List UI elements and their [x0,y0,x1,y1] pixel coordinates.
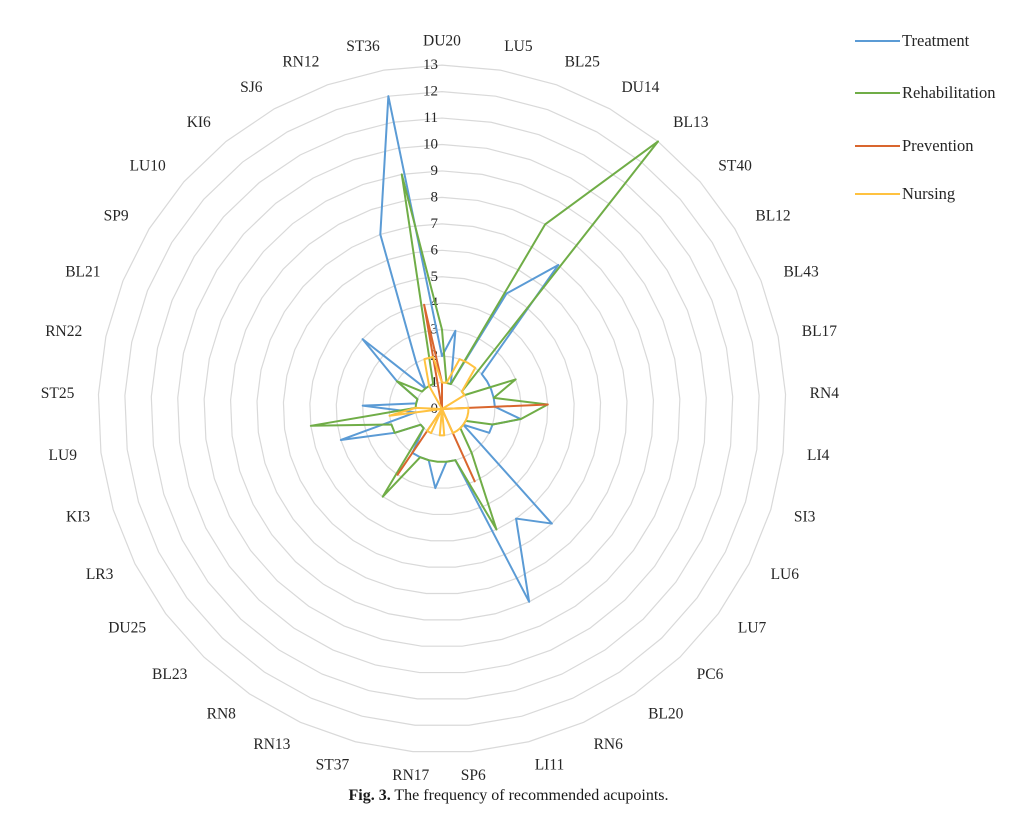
radial-tick-label: 5 [431,269,439,285]
legend-line-swatch [855,145,900,147]
radial-tick-label: 9 [431,163,439,179]
category-label-bl25: BL25 [565,54,601,71]
category-label-bl43: BL43 [783,263,819,280]
category-label-rn8: RN8 [207,705,237,722]
grid-ring [309,276,575,542]
series-polygon-rehabilitation [309,140,660,531]
legend-item-rehabilitation: Rehabilitation [855,83,996,102]
category-label-st40: ST40 [718,157,752,174]
legend-item-treatment: Treatment [855,31,970,50]
radial-tick-label: 8 [431,189,439,205]
category-label-rn6: RN6 [594,736,624,753]
grid-ring [97,64,787,753]
legend-item-nursing: Nursing [855,184,956,203]
category-label-bl20: BL20 [648,705,684,722]
category-label-du14: DU14 [621,79,659,96]
category-label-bl21: BL21 [65,263,100,280]
radial-tick-label: 2 [431,348,439,364]
radial-tick-label: 1 [431,375,439,391]
radial-tick-label: 10 [423,137,438,153]
category-label-ki3: KI3 [66,508,90,525]
category-label-rn4: RN4 [810,385,840,402]
series-polygon-nursing [388,355,477,437]
legend-line-swatch [855,40,900,42]
category-label-rn13: RN13 [253,736,290,753]
legend-label: Rehabilitation [902,83,996,102]
category-label-rn17: RN17 [392,767,429,784]
category-label-lu5: LU5 [504,38,533,55]
category-label-lu10: LU10 [130,157,166,174]
category-label-ki6: KI6 [187,114,211,131]
category-label-bl17: BL17 [802,323,838,340]
category-label-li11: LI11 [535,757,565,774]
category-label-lu6: LU6 [771,566,800,583]
category-label-lr3: LR3 [86,566,114,583]
legend-line-swatch [855,193,900,195]
category-label-st36: ST36 [346,38,380,55]
category-label-st25: ST25 [41,385,75,402]
caption-label: Fig. 3. [348,787,391,804]
radial-tick-label: 3 [431,322,439,338]
category-label-li4: LI4 [807,447,830,464]
radial-tick-label: 7 [431,216,439,232]
radial-tick-label: 12 [423,84,438,100]
category-label-lu9: LU9 [49,447,78,464]
legend-item-prevention: Prevention [855,136,974,155]
grid-ring [150,117,734,700]
figure-caption: Fig. 3. The frequency of recommended acu… [0,787,1017,805]
grid-ring [229,196,655,621]
category-label-si3: SI3 [794,508,816,525]
grid-ring [177,143,707,674]
radial-tick-label: 11 [424,110,438,126]
category-label-lu7: LU7 [738,619,767,636]
category-label-du20: DU20 [423,33,461,50]
category-label-sp9: SP9 [104,208,129,225]
category-label-sj6: SJ6 [240,79,263,96]
grid-ring [362,329,522,489]
grid-ring [256,223,628,595]
grid-ring [124,90,760,726]
category-label-bl12: BL12 [755,208,790,225]
category-label-st37: ST37 [316,757,350,774]
category-label-sp6: SP6 [461,767,486,784]
legend-label: Nursing [902,184,956,203]
category-label-bl23: BL23 [152,666,188,683]
legend-label: Treatment [902,31,970,50]
legend-label: Prevention [902,136,974,155]
grid-ring [203,170,681,647]
radial-tick-label: 6 [431,242,439,258]
category-label-du25: DU25 [108,619,146,636]
category-label-bl13: BL13 [673,114,709,131]
grid-ring [282,249,602,568]
category-label-rn22: RN22 [45,323,82,340]
caption-text: The frequency of recommended acupoints. [394,787,669,804]
grid-ring [335,302,549,516]
category-label-rn12: RN12 [282,54,319,71]
category-label-pc6: PC6 [697,666,724,683]
legend-line-swatch [855,92,900,94]
radial-tick-label: 13 [423,57,438,73]
